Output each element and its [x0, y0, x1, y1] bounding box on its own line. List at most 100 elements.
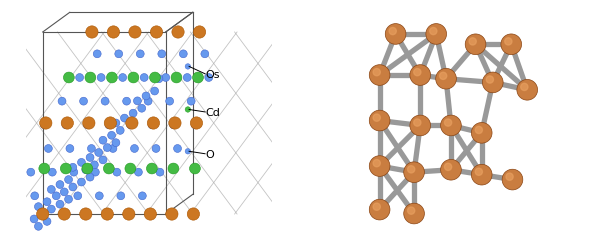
Circle shape	[404, 203, 424, 224]
Circle shape	[193, 26, 206, 38]
Circle shape	[445, 119, 452, 126]
Circle shape	[172, 26, 184, 38]
Circle shape	[56, 181, 64, 188]
Circle shape	[472, 123, 492, 143]
Circle shape	[385, 24, 406, 44]
Circle shape	[517, 79, 538, 100]
Circle shape	[126, 117, 138, 129]
Circle shape	[436, 68, 457, 89]
Circle shape	[64, 72, 74, 83]
Circle shape	[61, 117, 73, 129]
Circle shape	[170, 121, 178, 129]
Circle shape	[85, 72, 96, 83]
Circle shape	[34, 222, 43, 230]
Circle shape	[121, 114, 128, 122]
Circle shape	[184, 74, 191, 81]
Circle shape	[86, 154, 94, 161]
Circle shape	[41, 121, 49, 129]
Circle shape	[502, 169, 523, 190]
Circle shape	[173, 145, 181, 153]
Circle shape	[112, 119, 120, 127]
Circle shape	[185, 107, 191, 112]
Circle shape	[83, 121, 91, 129]
Circle shape	[99, 136, 107, 144]
Circle shape	[91, 161, 98, 169]
Circle shape	[166, 208, 178, 220]
Circle shape	[373, 69, 380, 76]
Circle shape	[115, 50, 122, 58]
Circle shape	[116, 126, 124, 134]
Circle shape	[47, 205, 55, 213]
Text: Os: Os	[206, 70, 220, 80]
Circle shape	[56, 200, 64, 208]
Circle shape	[58, 208, 70, 220]
Circle shape	[125, 163, 136, 174]
Circle shape	[61, 188, 68, 196]
Circle shape	[62, 121, 70, 129]
Circle shape	[80, 208, 92, 220]
Circle shape	[43, 217, 51, 225]
Circle shape	[144, 208, 157, 220]
Circle shape	[80, 97, 88, 105]
Circle shape	[169, 117, 181, 129]
Circle shape	[475, 168, 482, 175]
Circle shape	[369, 156, 390, 176]
Circle shape	[107, 26, 119, 38]
Circle shape	[91, 168, 100, 176]
Circle shape	[43, 198, 51, 206]
Text: Cd: Cd	[206, 108, 220, 118]
Circle shape	[129, 26, 141, 38]
Circle shape	[69, 163, 77, 171]
Circle shape	[168, 163, 179, 174]
Circle shape	[152, 145, 160, 153]
Circle shape	[369, 110, 390, 131]
Circle shape	[155, 75, 163, 83]
Circle shape	[148, 121, 156, 129]
Circle shape	[475, 126, 482, 134]
Circle shape	[93, 50, 101, 58]
Circle shape	[469, 38, 476, 45]
Circle shape	[86, 173, 94, 181]
Circle shape	[74, 192, 82, 200]
Circle shape	[373, 203, 380, 210]
Circle shape	[103, 144, 111, 152]
Circle shape	[190, 163, 200, 174]
Circle shape	[430, 28, 437, 35]
Circle shape	[39, 163, 50, 174]
Circle shape	[112, 139, 120, 147]
Circle shape	[445, 163, 452, 170]
Circle shape	[440, 72, 447, 79]
Circle shape	[103, 163, 114, 174]
Circle shape	[140, 74, 148, 81]
Circle shape	[156, 168, 164, 176]
Circle shape	[52, 192, 60, 200]
Circle shape	[95, 192, 103, 200]
Circle shape	[77, 158, 85, 166]
Circle shape	[389, 28, 397, 35]
Circle shape	[88, 145, 95, 153]
Circle shape	[65, 176, 73, 184]
Circle shape	[99, 156, 107, 164]
Circle shape	[187, 208, 200, 220]
Circle shape	[105, 121, 113, 129]
Circle shape	[138, 104, 146, 112]
Circle shape	[426, 24, 446, 44]
Circle shape	[465, 34, 486, 55]
Circle shape	[414, 69, 421, 76]
Circle shape	[136, 50, 144, 58]
Circle shape	[101, 208, 113, 220]
Circle shape	[149, 72, 160, 83]
Circle shape	[193, 72, 203, 83]
Circle shape	[185, 149, 191, 154]
Circle shape	[107, 131, 116, 139]
Circle shape	[39, 210, 47, 218]
Circle shape	[86, 26, 98, 38]
Circle shape	[373, 160, 380, 167]
Circle shape	[521, 83, 528, 91]
Circle shape	[151, 87, 158, 95]
Circle shape	[486, 76, 494, 83]
Circle shape	[27, 168, 35, 176]
Circle shape	[158, 50, 166, 58]
Circle shape	[506, 173, 513, 180]
Circle shape	[69, 183, 77, 191]
